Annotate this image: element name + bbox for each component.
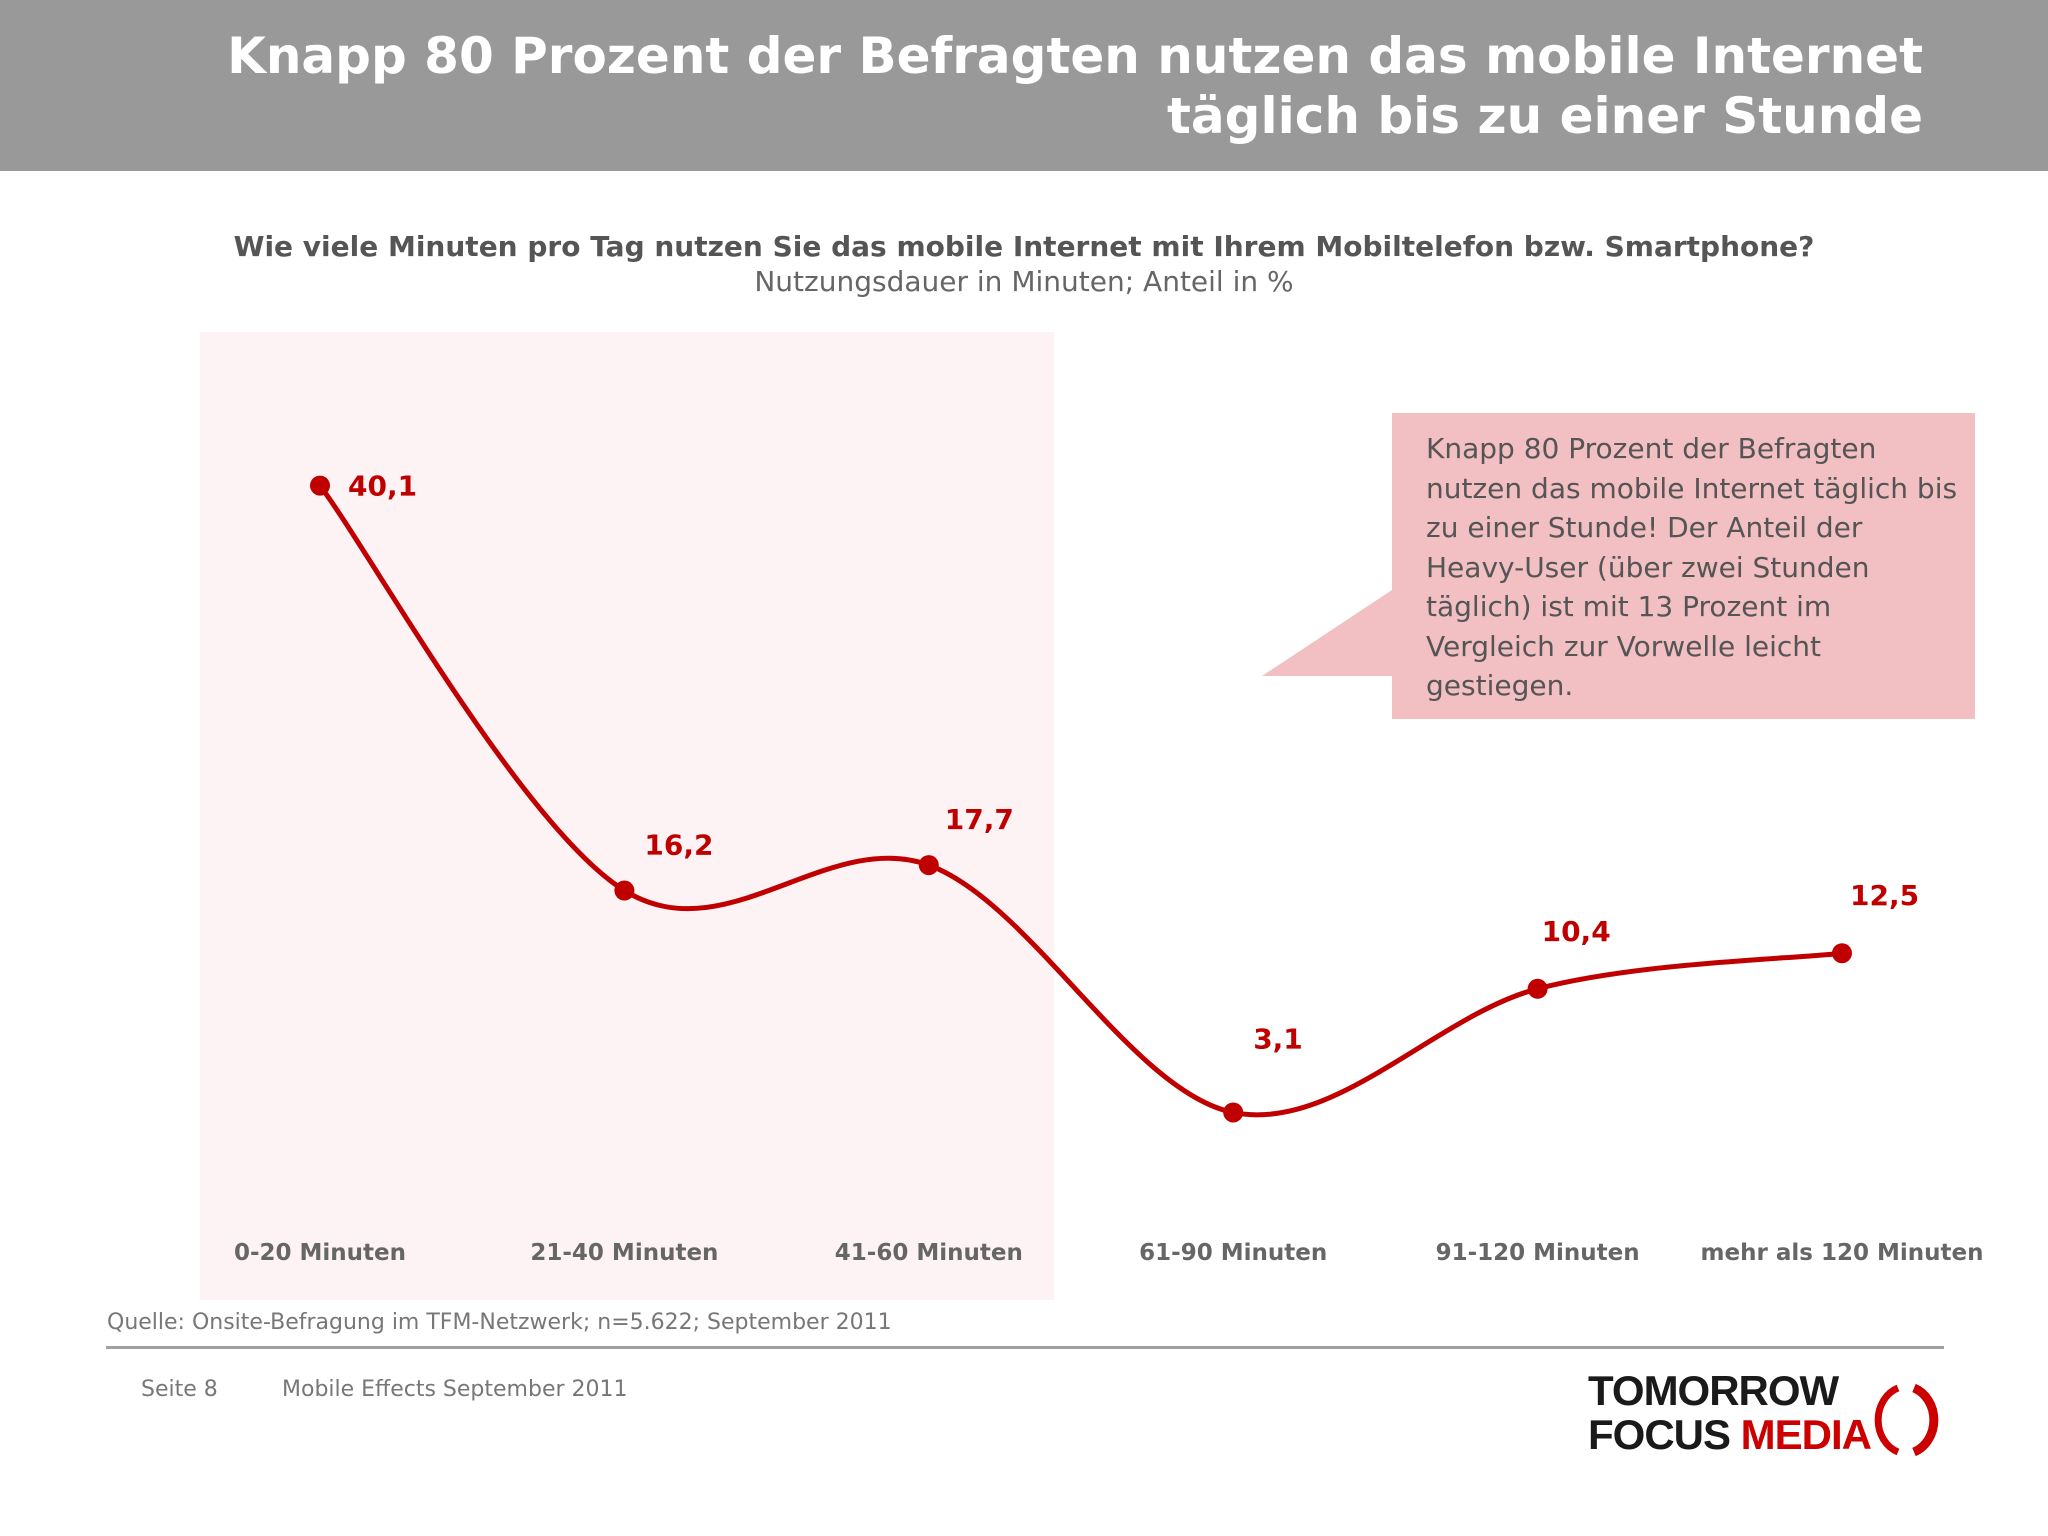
- data-label: 40,1: [348, 470, 417, 503]
- data-point: [918, 855, 939, 876]
- logo-text-line-2: FOCUS MEDIA: [1588, 1411, 1872, 1458]
- data-point: [1223, 1102, 1244, 1123]
- x-tick-label: 61-90 Minuten: [1139, 1240, 1327, 1266]
- data-label: 12,5: [1850, 879, 1919, 912]
- data-point: [1527, 978, 1548, 999]
- callout-pointer: [1262, 590, 1392, 676]
- source-note: Quelle: Onsite-Befragung im TFM-Netzwerk…: [107, 1310, 892, 1335]
- x-tick-label: 21-40 Minuten: [530, 1240, 718, 1266]
- data-label: 10,4: [1542, 915, 1611, 948]
- footer-divider: [106, 1346, 1944, 1349]
- logo-word-media: MEDIA: [1740, 1411, 1872, 1458]
- footer-title: Mobile Effects September 2011: [282, 1377, 628, 1402]
- page-number: Seite 8: [141, 1377, 218, 1402]
- highlight-region: [200, 332, 1054, 1300]
- data-point: [614, 880, 635, 901]
- page-title-line-2: täglich bis zu einer Stunde: [1167, 87, 1923, 145]
- x-tick-label: 41-60 Minuten: [835, 1240, 1023, 1266]
- data-label: 16,2: [644, 829, 713, 862]
- line-chart: 40,1 0-20 Minuten 16,2 21-40 Minuten 17,7 41-…: [234, 470, 1984, 1266]
- x-tick-label: 0-20 Minuten: [234, 1240, 406, 1266]
- chart-question: Wie viele Minuten pro Tag nutzen Sie das…: [233, 230, 1815, 263]
- data-label: 17,7: [945, 803, 1014, 836]
- company-logo: TOMORROW FOCUS MEDIA: [1588, 1368, 1948, 1468]
- data-label: 3,1: [1253, 1022, 1303, 1055]
- logo-mark-icon: [1874, 1383, 1939, 1457]
- chart-subtitle: Nutzungsdauer in Minuten; Anteil in %: [754, 265, 1294, 298]
- logo-text-line-1: TOMORROW: [1588, 1367, 1839, 1414]
- data-point: [1832, 943, 1852, 964]
- x-tick-label: 91-120 Minuten: [1436, 1240, 1640, 1266]
- data-point: [310, 475, 330, 496]
- header-bar: Knapp 80 Prozent der Befragten nutzen da…: [0, 0, 2048, 171]
- page-title-line-1: Knapp 80 Prozent der Befragten nutzen da…: [227, 27, 1923, 85]
- callout-box: Knapp 80 Prozent der Befragten nutzen da…: [1392, 413, 1975, 719]
- x-tick-label: mehr als 120 Minuten: [1701, 1240, 1984, 1266]
- logo-word-focus: FOCUS: [1588, 1411, 1731, 1458]
- callout-text: Knapp 80 Prozent der Befragten nutzen da…: [1426, 432, 1958, 702]
